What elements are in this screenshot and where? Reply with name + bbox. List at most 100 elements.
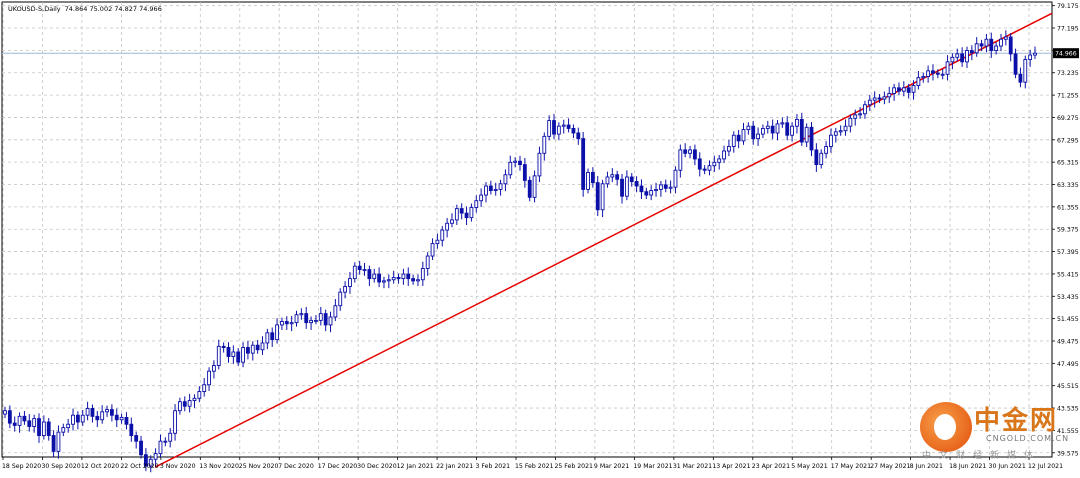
candle-body-up: [32, 418, 37, 427]
candle: [853, 109, 858, 126]
candle: [1023, 55, 1028, 89]
candle: [663, 179, 668, 193]
candle-body-down: [7, 410, 12, 424]
candle-body-up: [187, 400, 192, 407]
candle-body-down: [931, 70, 935, 74]
candle-body-down: [935, 72, 940, 75]
candle: [921, 72, 926, 83]
candle: [683, 143, 688, 158]
x-tick-label: 3 Nov 2020: [160, 463, 196, 470]
y-tick-label: 69.275: [1057, 115, 1079, 122]
candle-body-down: [566, 124, 571, 129]
candle-body-down: [51, 435, 56, 452]
candle-body-up: [858, 113, 863, 116]
candle: [202, 378, 207, 397]
x-tick-label: 9 Mar 2021: [594, 463, 629, 470]
candle: [41, 415, 46, 440]
candle: [22, 411, 27, 425]
candle-body-up: [712, 161, 717, 167]
candle-body-up: [513, 160, 518, 163]
candle: [722, 145, 726, 163]
candle-body-up: [901, 87, 906, 92]
candle: [314, 315, 318, 325]
y-tick-label: 63.335: [1057, 182, 1079, 189]
candle: [168, 427, 173, 448]
candle-body-up: [950, 56, 955, 63]
x-tick-label: 27 May 2021: [870, 463, 910, 470]
candle: [27, 414, 32, 432]
candle: [391, 270, 396, 284]
candle: [911, 80, 916, 100]
candle: [459, 203, 464, 220]
candle-body-up: [795, 118, 799, 127]
candle-body-up: [454, 208, 459, 221]
candle-body-down: [411, 278, 416, 282]
candle-body-up: [343, 286, 348, 293]
candle-body-up: [352, 265, 357, 280]
candle-body-down: [785, 122, 790, 136]
candle: [139, 435, 143, 459]
candle-body-down: [770, 125, 775, 134]
candle: [955, 48, 960, 62]
candle: [246, 340, 250, 360]
candle: [474, 195, 479, 213]
x-tick-label: 18 Jun 2021: [949, 463, 986, 470]
candle-body-up: [498, 183, 503, 190]
candle-body-up: [260, 342, 265, 351]
candle: [406, 267, 411, 286]
candle-body-down: [590, 172, 595, 184]
candle-body-up: [984, 38, 989, 47]
candle: [105, 405, 109, 417]
candle-body-down: [634, 181, 639, 187]
candle: [620, 173, 624, 204]
candle-body-up: [843, 125, 848, 132]
candle: [629, 173, 634, 187]
candle: [129, 417, 134, 442]
candle-body-up: [600, 183, 605, 211]
candle: [838, 125, 843, 136]
candle-body-up: [216, 345, 221, 366]
candle-body-up: [474, 200, 479, 208]
candle: [901, 81, 906, 97]
candle: [610, 168, 615, 183]
candle: [12, 416, 17, 432]
candle-body-up: [819, 152, 824, 166]
candle-body-up: [765, 125, 770, 129]
candle-body-up: [761, 128, 765, 135]
watermark-name: 中金网: [974, 406, 1059, 436]
candle: [741, 122, 746, 145]
candle-body-up: [727, 146, 731, 152]
candle: [95, 411, 100, 428]
x-tick-label: 22 Oct 2020: [120, 463, 158, 470]
candle-body-down: [12, 422, 17, 426]
candle-body-up: [435, 239, 440, 245]
candle-body-down: [357, 265, 362, 271]
candle: [761, 124, 765, 139]
candle-body-up: [85, 408, 90, 416]
candle: [207, 367, 211, 391]
candle-body-up: [775, 123, 780, 134]
candle-body-up: [241, 347, 245, 363]
candle-body-up: [542, 135, 547, 154]
candle-body-down: [124, 417, 129, 425]
candle-body-down: [255, 344, 260, 351]
candle: [445, 217, 450, 238]
candle: [727, 139, 731, 157]
candle: [615, 170, 620, 186]
x-tick-label: 5 May 2021: [791, 463, 827, 470]
candle: [479, 188, 484, 207]
candle-body-up: [921, 76, 926, 79]
candle-body-up: [945, 61, 950, 75]
grid: [1, 1, 1053, 458]
candle-body-up: [362, 269, 367, 272]
candle-body-up: [911, 85, 916, 93]
candle-body-up: [440, 229, 445, 241]
candle: [134, 431, 139, 449]
candle-body-up: [867, 99, 872, 106]
candle-body-up: [71, 414, 75, 425]
candle-body-up: [479, 194, 484, 202]
candle: [940, 68, 945, 80]
candle-body-up: [863, 104, 867, 115]
candle-body-up: [756, 133, 760, 140]
